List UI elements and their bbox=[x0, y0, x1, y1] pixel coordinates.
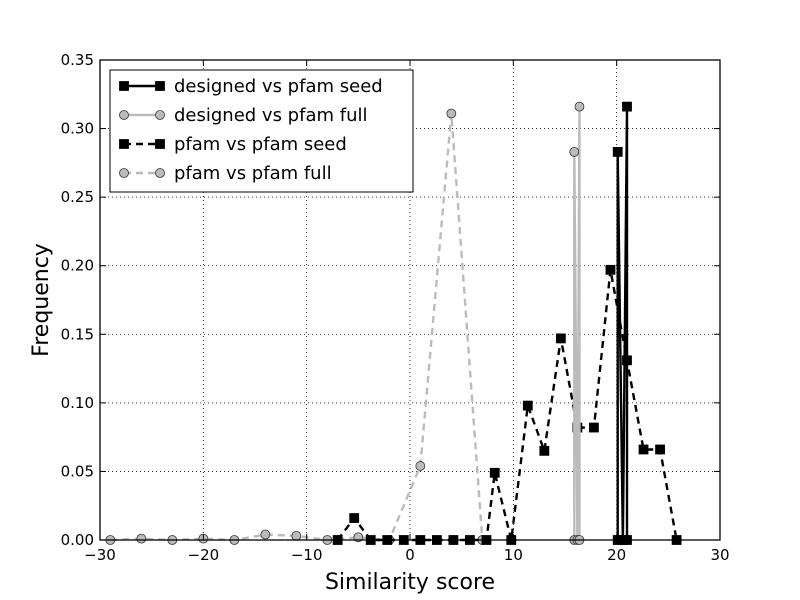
legend-entry: pfam vs pfam full bbox=[119, 163, 332, 184]
data-point bbox=[136, 533, 147, 544]
y-tick-label: 0.05 bbox=[61, 462, 94, 480]
data-point bbox=[489, 467, 500, 478]
data-point bbox=[155, 139, 165, 149]
data-point bbox=[539, 445, 550, 456]
data-point bbox=[522, 400, 533, 411]
y-tick-label: 0.10 bbox=[61, 394, 94, 412]
x-tick-label: −10 bbox=[291, 546, 323, 564]
data-point bbox=[155, 110, 165, 120]
legend-entry: designed vs pfam seed bbox=[119, 76, 383, 97]
y-tick-label: 0.30 bbox=[61, 120, 94, 138]
legend-entry: pfam vs pfam seed bbox=[119, 134, 347, 155]
legend-entry: designed vs pfam full bbox=[119, 105, 367, 126]
data-point bbox=[119, 139, 129, 149]
data-point bbox=[589, 422, 599, 433]
data-point bbox=[638, 444, 649, 455]
data-point bbox=[415, 461, 426, 471]
y-tick-label: 0.00 bbox=[61, 531, 94, 549]
y-tick-label: 0.25 bbox=[61, 188, 94, 206]
data-point bbox=[569, 146, 580, 157]
data-point bbox=[119, 110, 129, 120]
data-point bbox=[291, 530, 302, 541]
y-tick-label: 0.20 bbox=[61, 257, 94, 275]
x-tick-label: 20 bbox=[607, 546, 626, 564]
data-point bbox=[155, 168, 165, 178]
x-tick-label: −20 bbox=[188, 546, 220, 564]
legend-label: pfam vs pfam full bbox=[174, 163, 332, 184]
data-point bbox=[612, 146, 623, 157]
x-tick-label: 0 bbox=[405, 546, 415, 564]
y-tick-label: 0.15 bbox=[61, 325, 94, 343]
legend-label: pfam vs pfam seed bbox=[174, 134, 347, 155]
data-point bbox=[555, 333, 566, 344]
data-point bbox=[605, 264, 616, 275]
data-point bbox=[119, 168, 129, 178]
data-point bbox=[446, 108, 457, 119]
y-tick-label: 0.35 bbox=[61, 51, 94, 69]
x-tick-label: 10 bbox=[504, 546, 523, 564]
data-point bbox=[119, 81, 129, 91]
legend-label: designed vs pfam full bbox=[174, 105, 367, 126]
data-point bbox=[349, 513, 360, 523]
legend-label: designed vs pfam seed bbox=[174, 76, 383, 97]
axis-ticks: −30 −20 −10 0 10 20 30 0.00 0.05 0.10 0.15 0.20 0.25… bbox=[61, 51, 730, 564]
y-axis-label: Frequency bbox=[29, 243, 54, 357]
x-tick-label: 30 bbox=[710, 546, 729, 564]
x-tick-label: −30 bbox=[84, 546, 116, 564]
x-axis-label: Similarity score bbox=[325, 570, 495, 595]
legend: designed vs pfam seed designed vs pfam fu… bbox=[109, 69, 414, 193]
data-point bbox=[655, 444, 665, 455]
data-point bbox=[155, 81, 165, 91]
data-point bbox=[622, 101, 632, 112]
data-point bbox=[574, 101, 585, 112]
data-point bbox=[260, 529, 271, 540]
